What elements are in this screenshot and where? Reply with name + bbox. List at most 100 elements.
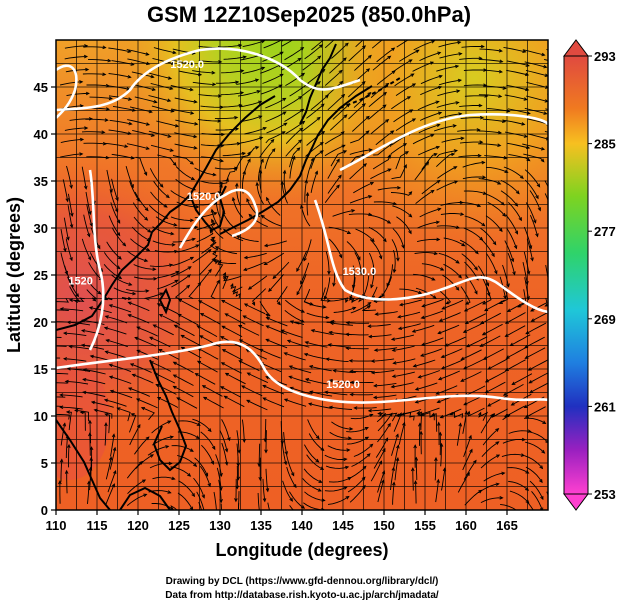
streamline-arrowhead <box>521 437 526 442</box>
streamline-arrowhead <box>175 270 180 275</box>
streamline-arrowhead <box>499 59 504 64</box>
streamline <box>459 141 483 144</box>
streamline-arrowhead <box>324 390 329 395</box>
streamline-arrowhead <box>247 151 251 156</box>
streamline-arrowhead <box>530 257 534 262</box>
colorbar-tick-label: 277 <box>594 224 616 239</box>
streamline-arrowhead <box>272 275 277 280</box>
streamline <box>511 373 533 385</box>
streamline <box>377 423 391 443</box>
streamline <box>150 144 174 152</box>
streamline-arrowhead <box>187 274 192 278</box>
streamline <box>369 334 392 338</box>
streamline-arrowhead <box>390 384 395 389</box>
streamline <box>524 179 539 199</box>
streamline <box>64 56 88 60</box>
streamline-arrowhead <box>390 337 396 341</box>
streamline <box>505 325 526 337</box>
streamline-arrowhead <box>242 55 247 59</box>
streamline <box>554 166 563 187</box>
streamline-arrowhead <box>510 258 515 263</box>
streamline-arrowhead <box>108 375 114 380</box>
streamline <box>178 480 195 497</box>
streamline-arrowhead <box>525 470 530 474</box>
streamline <box>236 183 241 206</box>
streamline-arrowhead <box>481 222 486 227</box>
streamline-arrowhead <box>155 384 160 388</box>
streamline <box>107 85 130 90</box>
streamline-arrowhead <box>370 359 375 363</box>
streamline <box>133 84 156 91</box>
streamline <box>376 412 386 423</box>
coastline-japan <box>219 85 373 235</box>
streamline-arrowhead <box>159 292 164 296</box>
streamline <box>284 352 306 361</box>
streamline <box>128 413 137 433</box>
streamline <box>248 275 268 290</box>
streamline-arrowhead <box>150 133 156 137</box>
streamline-arrowhead <box>136 326 141 330</box>
streamline-arrowhead <box>46 309 49 312</box>
streamline <box>353 443 373 457</box>
streamline <box>522 262 528 285</box>
streamline <box>178 70 202 76</box>
streamline <box>192 81 216 85</box>
streamline-arrowhead <box>156 303 161 307</box>
streamline-arrowhead <box>437 207 442 212</box>
streamline-arrowhead <box>347 436 353 441</box>
streamline <box>529 190 541 211</box>
streamline-arrowhead <box>187 473 192 477</box>
streamline <box>173 361 194 374</box>
streamline-arrowhead <box>418 422 422 427</box>
contour-1520-west <box>88 169 105 351</box>
streamline <box>325 465 349 469</box>
streamline-arrowhead <box>329 321 334 326</box>
streamline-arrowhead <box>504 367 509 371</box>
streamline-arrowhead <box>539 465 544 470</box>
streamline-arrowhead <box>148 109 153 114</box>
streamline <box>209 236 219 251</box>
streamline <box>370 119 389 135</box>
streamline <box>324 184 340 203</box>
streamline <box>412 61 434 72</box>
streamline <box>351 453 371 467</box>
streamline-arrowhead <box>193 134 198 139</box>
streamline <box>56 372 69 375</box>
streamline <box>460 117 484 120</box>
streamline <box>181 335 202 347</box>
streamline-arrowhead <box>130 156 135 160</box>
streamline <box>524 107 547 115</box>
streamline <box>175 119 198 125</box>
streamline-arrowhead <box>391 348 396 352</box>
streamline-arrowhead <box>496 454 501 458</box>
streamline-arrowhead <box>243 255 248 260</box>
streamline-arrowhead <box>361 81 366 85</box>
streamline <box>110 202 121 224</box>
streamline <box>286 466 297 488</box>
streamline-arrowhead <box>320 103 325 108</box>
streamline-arrowhead <box>414 456 419 461</box>
streamline <box>308 403 332 409</box>
streamline <box>480 312 502 325</box>
streamline-arrowhead <box>413 480 418 485</box>
streamline <box>60 153 83 158</box>
streamline-arrowhead <box>127 387 133 391</box>
streamline <box>346 241 361 260</box>
streamline <box>157 154 177 166</box>
streamline <box>62 179 69 202</box>
streamline-arrowhead <box>219 183 223 188</box>
streamline-arrowhead <box>309 390 314 394</box>
streamline <box>173 385 194 398</box>
streamline <box>460 286 471 305</box>
streamline <box>126 288 149 292</box>
streamline <box>176 397 198 409</box>
streamline <box>130 363 152 373</box>
streamline <box>289 83 309 97</box>
streamline-arrowhead <box>437 376 443 381</box>
streamline <box>237 90 261 97</box>
streamline <box>91 401 114 408</box>
streamline <box>128 387 150 397</box>
streamline-arrowhead <box>172 374 177 378</box>
streamline-arrowhead <box>464 301 470 305</box>
streamline <box>328 238 343 258</box>
